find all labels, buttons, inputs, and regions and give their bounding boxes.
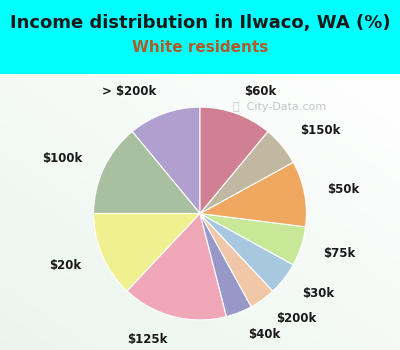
Text: $50k: $50k [328,183,360,196]
Text: $125k: $125k [127,333,168,346]
Wedge shape [200,132,293,214]
Text: $20k: $20k [49,259,81,272]
Text: $200k: $200k [276,312,316,325]
Text: White residents: White residents [132,40,268,55]
Wedge shape [200,107,268,214]
Text: Income distribution in Ilwaco, WA (%): Income distribution in Ilwaco, WA (%) [10,14,390,32]
Wedge shape [94,132,200,214]
Text: $100k: $100k [42,152,82,165]
Wedge shape [127,214,226,320]
Text: $75k: $75k [324,247,356,260]
Wedge shape [200,214,306,265]
Wedge shape [94,214,200,291]
Wedge shape [132,107,200,214]
Wedge shape [200,162,306,227]
Text: $30k: $30k [302,287,335,300]
Wedge shape [200,214,251,316]
Wedge shape [200,214,273,307]
Text: Ⓢ  City-Data.com: Ⓢ City-Data.com [233,102,327,112]
Text: $150k: $150k [300,124,340,137]
Text: $60k: $60k [244,85,276,98]
Wedge shape [200,214,293,291]
Text: $40k: $40k [248,328,280,341]
Text: > $200k: > $200k [102,85,156,98]
